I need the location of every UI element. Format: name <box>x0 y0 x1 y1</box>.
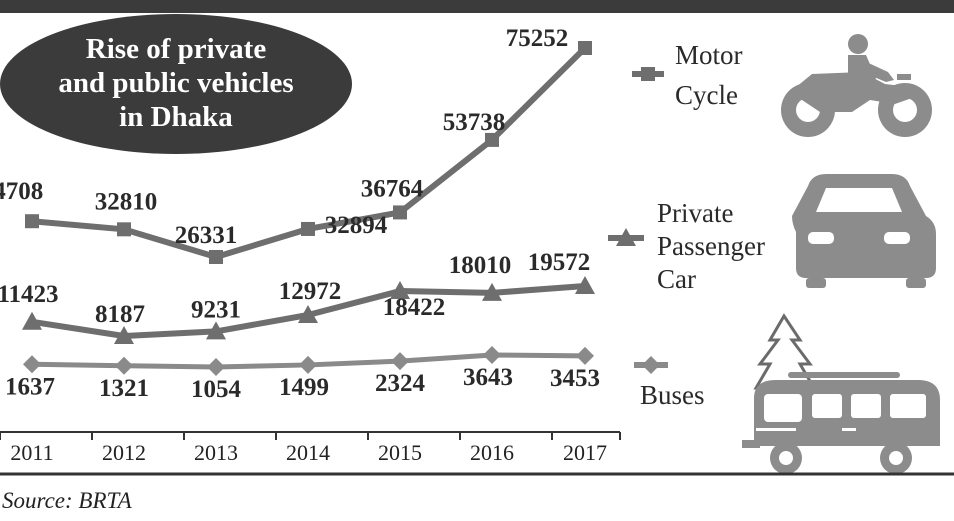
point-marker <box>114 326 134 344</box>
data-label: 75252 <box>506 25 569 52</box>
x-tick-label: 2013 <box>194 440 238 465</box>
data-label: 2324 <box>375 370 426 397</box>
data-label: 3643 <box>463 364 513 391</box>
point-marker <box>25 214 39 229</box>
chart-title-line-3: in Dhaka <box>119 101 233 133</box>
point-marker <box>298 304 318 323</box>
source-note: Source: BRTA <box>2 488 133 513</box>
data-label: 19572 <box>528 249 591 276</box>
point-marker <box>576 346 594 365</box>
data-label: 11423 <box>0 281 59 308</box>
point-marker <box>206 321 226 340</box>
point-marker <box>22 311 42 330</box>
top-bar <box>0 0 954 13</box>
data-label: 1499 <box>279 374 329 401</box>
legend-marker-buses <box>642 356 660 374</box>
legend-label-motor-cycle-1: Motor <box>675 40 743 70</box>
point-marker <box>393 205 407 220</box>
point-marker <box>391 352 409 371</box>
data-label: 1321 <box>99 375 149 402</box>
data-label: 53738 <box>443 109 506 136</box>
title-ellipse <box>0 14 352 154</box>
data-label: 1637 <box>5 373 55 400</box>
chart-title-line-2: and public vehicles <box>58 67 293 99</box>
series-0: 34708 32810 26331 32894 36764 53738 75252 <box>0 25 592 264</box>
point-marker <box>23 355 41 374</box>
legend-label-motor-cycle-2: Cycle <box>675 80 738 110</box>
point-marker <box>575 276 595 294</box>
legend-label-private-car-3: Car <box>657 264 696 294</box>
car-icon <box>792 174 936 288</box>
point-marker <box>117 222 131 237</box>
data-label: 18422 <box>383 294 446 321</box>
legend: Motor Cycle Private Passenger Car Buses <box>608 40 765 410</box>
data-label: 18010 <box>449 252 512 279</box>
x-tick-label: 2014 <box>286 440 330 465</box>
data-label: 9231 <box>191 296 241 323</box>
x-tick-label: 2016 <box>470 440 514 465</box>
legend-item-buses: Buses <box>634 356 705 410</box>
point-marker <box>209 250 223 264</box>
legend-label-buses: Buses <box>640 380 705 410</box>
legend-label-private-car-2: Passenger <box>657 231 765 261</box>
legend-item-motor-cycle: Motor Cycle <box>632 40 743 110</box>
chart-title-line-1: Rise of private <box>86 33 267 65</box>
data-label: 34708 <box>0 178 43 205</box>
point-marker <box>578 41 592 55</box>
legend-marker-motor-cycle <box>641 67 655 81</box>
bus-icon <box>742 372 940 474</box>
data-label: 12972 <box>279 278 342 305</box>
data-label: 32810 <box>95 188 158 215</box>
point-marker <box>483 346 501 364</box>
point-marker <box>299 355 317 374</box>
data-label: 26331 <box>175 222 238 249</box>
series-2: 1637 1321 1054 1499 2324 3643 3453 <box>5 346 600 403</box>
motorcycle-icon <box>781 34 932 137</box>
x-tick-label: 2012 <box>102 440 146 465</box>
data-label: 36764 <box>361 175 424 202</box>
x-axis-ticks: 2011 2012 2013 2014 2015 2016 2017 <box>0 432 621 465</box>
x-tick-label: 2017 <box>563 440 607 465</box>
data-label: 32894 <box>325 212 388 239</box>
series-layer: 34708 32810 26331 32894 36764 53738 75252 11423… <box>0 25 600 403</box>
data-label: 8187 <box>95 301 145 328</box>
x-tick-label: 2015 <box>378 440 422 465</box>
data-label: 1054 <box>191 376 242 403</box>
title-badge: Rise of private and public vehicles in D… <box>0 14 352 154</box>
data-label: 3453 <box>550 365 600 392</box>
point-marker <box>482 282 502 301</box>
point-marker <box>301 221 315 236</box>
legend-item-private-car: Private Passenger Car <box>608 198 765 294</box>
point-marker <box>207 358 225 376</box>
legend-label-private-car-1: Private <box>657 198 733 228</box>
legend-marker-private-car <box>616 228 636 246</box>
point-marker <box>485 132 499 147</box>
point-marker <box>115 356 133 375</box>
point-marker <box>390 281 410 300</box>
x-tick-label: 2011 <box>10 440 53 465</box>
